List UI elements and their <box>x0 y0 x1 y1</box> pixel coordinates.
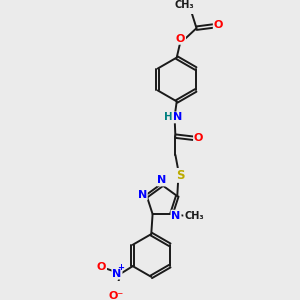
Text: N: N <box>171 211 181 220</box>
Text: O: O <box>194 133 203 143</box>
Text: O: O <box>214 20 223 30</box>
Text: S: S <box>176 169 184 182</box>
Text: CH₃: CH₃ <box>184 211 204 221</box>
Text: H: H <box>164 112 173 122</box>
Text: +: + <box>117 263 124 272</box>
Text: O: O <box>176 34 185 44</box>
Text: CH₃: CH₃ <box>175 0 195 10</box>
Text: N: N <box>158 176 167 185</box>
Text: N: N <box>138 190 147 200</box>
Text: O⁻: O⁻ <box>109 291 124 300</box>
Text: N: N <box>172 112 182 122</box>
Text: O: O <box>97 262 106 272</box>
Text: N: N <box>112 268 122 279</box>
